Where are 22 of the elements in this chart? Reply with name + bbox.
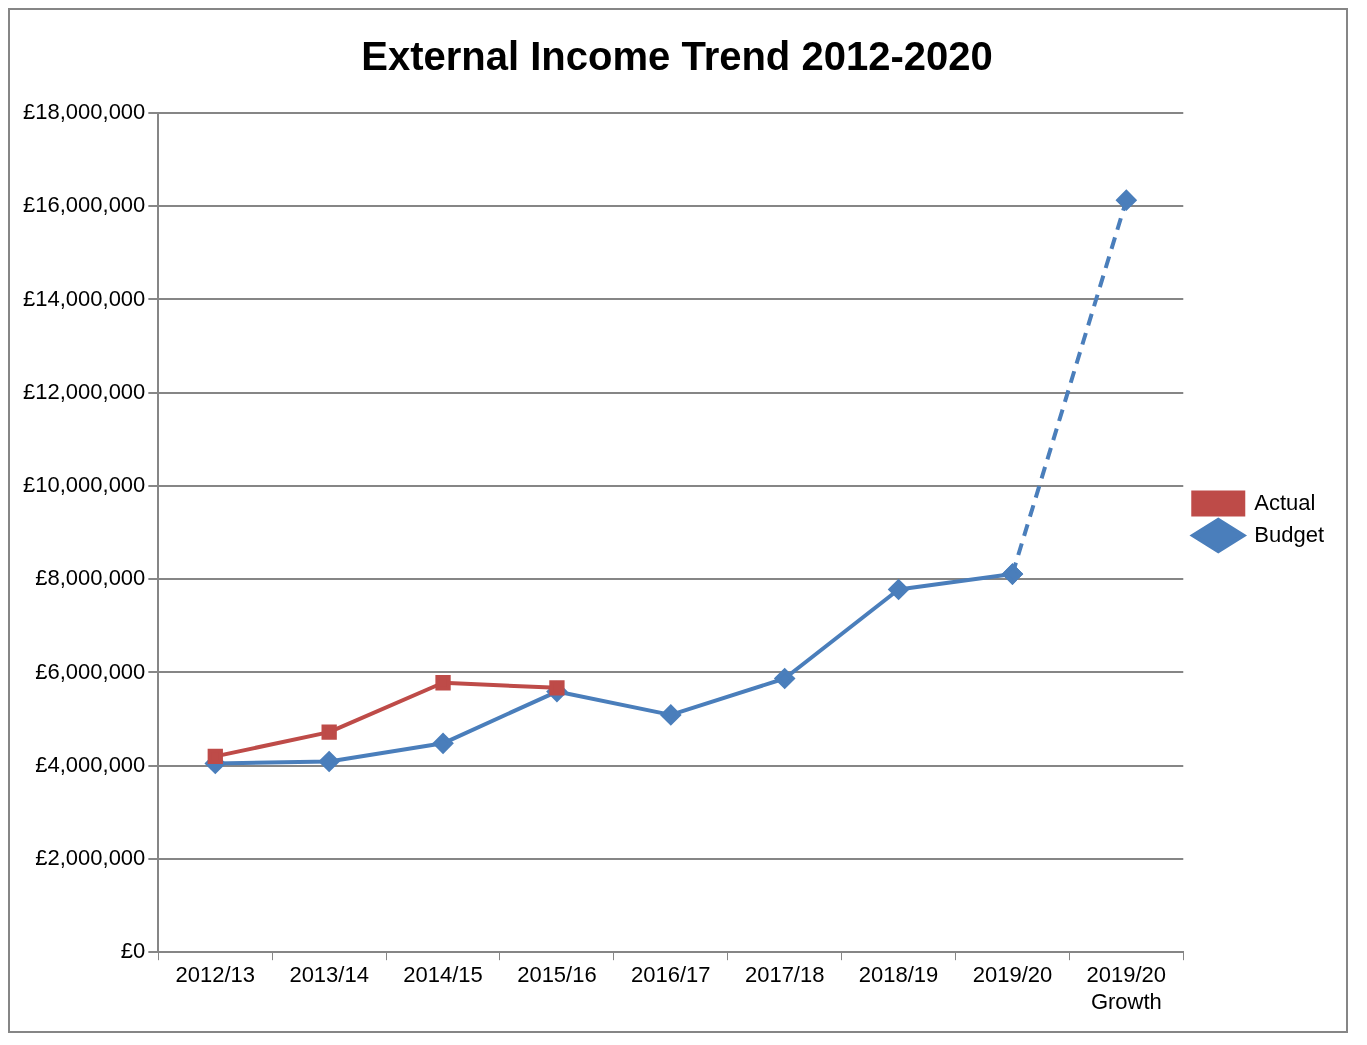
y-tick-label: £10,000,000 [23, 472, 146, 498]
x-tick-label: 2014/15 [403, 962, 483, 988]
y-tick-label: £12,000,000 [23, 378, 146, 404]
x-tick-label: 2019/20 [972, 962, 1053, 988]
x-tick-label: 2018/19 [858, 962, 939, 988]
x-tick-label: 2016/17 [631, 962, 711, 988]
y-tick-label: £16,000,000 [23, 192, 146, 218]
y-tick-label: £0 [120, 938, 146, 964]
x-tick-label: 2017/18 [744, 962, 825, 988]
y-tick-label: £6,000,000 [35, 658, 146, 684]
y-tick-label: £8,000,000 [35, 565, 146, 591]
x-tick-label: 2015/16 [517, 962, 597, 988]
y-tick-label: £4,000,000 [35, 751, 146, 777]
y-tick-label: £2,000,000 [35, 845, 146, 871]
legend-label: Budget [1254, 521, 1325, 547]
x-tick-label: 2012/13 [175, 962, 256, 988]
legend-label: Actual [1254, 489, 1316, 515]
y-tick-label: £18,000,000 [23, 99, 146, 125]
chart-title: External Income Trend 2012-2020 [361, 34, 993, 79]
x-tick-label: 2013/14 [289, 962, 369, 988]
y-tick-label: £14,000,000 [23, 285, 146, 311]
x-tick-label: 2019/20 Growth [1086, 962, 1167, 1014]
